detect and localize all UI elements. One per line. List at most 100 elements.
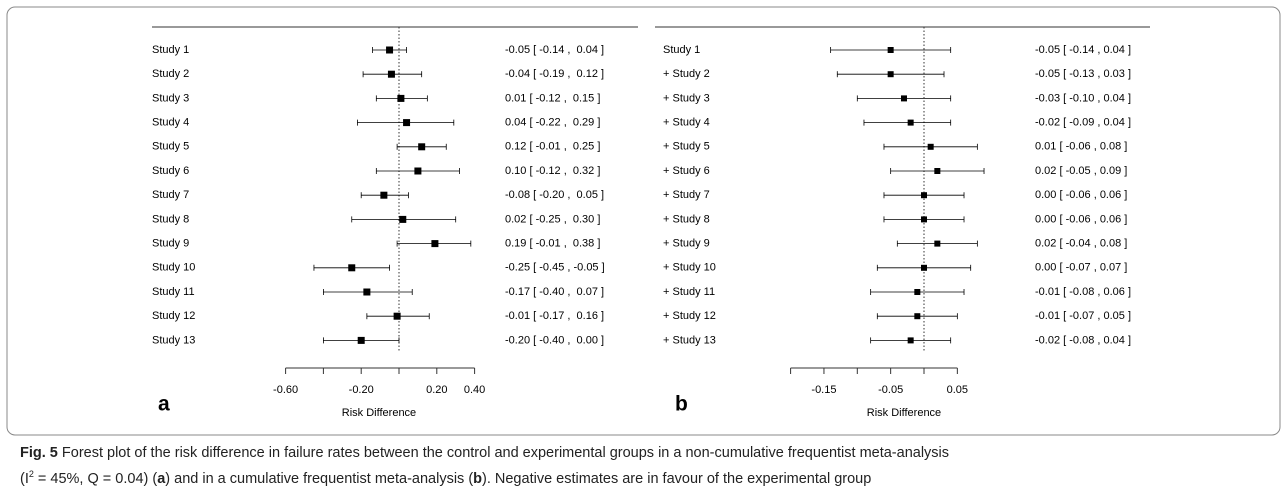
- figure: Study 1 -0.05 [ -0.14 , 0.04 ] Study 2 -0.0…: [6, 6, 1281, 436]
- estimate-marker: [348, 264, 356, 272]
- estimate-marker: [887, 71, 894, 78]
- estimate-label: 0.12 [ -0.01 , 0.25 ]: [505, 141, 600, 153]
- estimate-label: 0.00 [ -0.07 , 0.07 ]: [1035, 262, 1127, 274]
- caption-text: Fig. 5: [20, 445, 58, 461]
- panel-label: b: [675, 393, 688, 416]
- estimate-label: 0.01 [ -0.12 , 0.15 ]: [505, 92, 600, 104]
- study-label: + Study 8: [663, 213, 710, 225]
- study-label: Study 10: [152, 262, 195, 274]
- caption-line: Fig. 5 Forest plot of the risk differenc…: [20, 443, 1280, 464]
- estimate-marker: [397, 94, 405, 102]
- estimate-marker: [386, 46, 394, 54]
- estimate-label: -0.05 [ -0.14 , 0.04 ]: [505, 44, 604, 56]
- x-tick-label: -0.60: [273, 384, 298, 396]
- estimate-label: -0.17 [ -0.40 , 0.07 ]: [505, 286, 604, 298]
- estimate-marker: [414, 167, 422, 175]
- panel-label: a: [158, 393, 170, 416]
- study-label: + Study 3: [663, 92, 710, 104]
- estimate-marker: [934, 240, 941, 247]
- study-label: Study 11: [152, 286, 195, 298]
- x-tick-label: 0.05: [947, 384, 968, 396]
- estimate-marker: [403, 119, 411, 127]
- estimate-label: 0.02 [ -0.04 , 0.08 ]: [1035, 238, 1127, 250]
- estimate-marker: [399, 215, 407, 223]
- caption: Fig. 5 Forest plot of the risk differenc…: [20, 443, 1280, 490]
- caption-text: Forest plot of the risk difference in fa…: [57, 445, 950, 461]
- x-tick-label: -0.15: [811, 384, 836, 396]
- estimate-label: -0.03 [ -0.10 , 0.04 ]: [1035, 92, 1131, 104]
- study-label: Study 5: [152, 141, 189, 153]
- estimate-marker: [914, 313, 921, 320]
- estimate-label: 0.04 [ -0.22 , 0.29 ]: [505, 117, 600, 129]
- caption-text: ). Negative estimates are in favour of t…: [482, 470, 872, 487]
- study-label: Study 3: [152, 92, 189, 104]
- estimate-label: 0.19 [ -0.01 , 0.38 ]: [505, 238, 600, 250]
- estimate-label: -0.25 [ -0.45 , -0.05 ]: [505, 262, 605, 274]
- estimate-marker: [900, 95, 907, 102]
- caption-text: b: [473, 470, 483, 487]
- estimate-label: -0.01 [ -0.08 , 0.06 ]: [1035, 286, 1131, 298]
- study-label: Study 4: [152, 117, 189, 129]
- estimate-marker: [921, 192, 927, 199]
- study-label: + Study 9: [663, 238, 710, 250]
- estimate-label: 0.10 [ -0.12 , 0.32 ]: [505, 165, 600, 177]
- study-label: + Study 5: [663, 141, 710, 153]
- estimate-marker: [927, 143, 934, 150]
- study-label: + Study 4: [663, 117, 710, 129]
- estimate-label: -0.05 [ -0.14 , 0.04 ]: [1035, 44, 1131, 56]
- caption-line: (I2 = 45%, Q = 0.04) (a) and in a cumula…: [20, 464, 1280, 490]
- estimate-label: 0.01 [ -0.06 , 0.08 ]: [1035, 141, 1127, 153]
- study-label: + Study 7: [663, 189, 710, 201]
- x-tick-label: -0.05: [878, 384, 903, 396]
- estimate-marker: [907, 337, 914, 344]
- estimate-marker: [380, 191, 388, 199]
- estimate-marker: [387, 70, 395, 78]
- x-tick-label: -0.20: [349, 384, 374, 396]
- estimate-label: -0.02 [ -0.09 , 0.04 ]: [1035, 117, 1131, 129]
- estimate-marker: [393, 312, 401, 320]
- study-label: Study 1: [152, 44, 189, 56]
- study-label: + Study 6: [663, 165, 710, 177]
- estimate-marker: [921, 216, 927, 223]
- estimate-marker: [363, 288, 371, 296]
- x-axis-label: Risk Difference: [342, 407, 416, 419]
- study-label: + Study 11: [663, 286, 715, 298]
- caption-text: = 45%, Q = 0.04) (: [33, 470, 158, 487]
- estimate-label: -0.01 [ -0.07 , 0.05 ]: [1035, 310, 1131, 322]
- study-label: + Study 12: [663, 310, 716, 322]
- study-label: + Study 10: [663, 262, 716, 274]
- estimate-label: -0.05 [ -0.13 , 0.03 ]: [1035, 68, 1131, 80]
- study-label: Study 1: [663, 44, 700, 56]
- estimate-label: 0.02 [ -0.05 , 0.09 ]: [1035, 165, 1127, 177]
- estimate-label: -0.08 [ -0.20 , 0.05 ]: [505, 189, 604, 201]
- figure-border: [6, 6, 1281, 436]
- study-label: + Study 13: [663, 334, 716, 346]
- estimate-marker: [887, 47, 894, 53]
- estimate-label: 0.02 [ -0.25 , 0.30 ]: [505, 213, 600, 225]
- study-label: Study 12: [152, 310, 195, 322]
- caption-text: 2: [28, 469, 34, 479]
- caption-text: (I: [20, 470, 29, 487]
- estimate-label: -0.01 [ -0.17 , 0.16 ]: [505, 310, 604, 322]
- estimate-marker: [914, 289, 921, 295]
- estimate-label: 0.00 [ -0.06 , 0.06 ]: [1035, 189, 1127, 201]
- x-tick-label: 0.20: [426, 384, 447, 396]
- study-label: Study 7: [152, 189, 189, 201]
- x-tick-label: 0.40: [464, 384, 485, 396]
- study-label: Study 13: [152, 334, 195, 346]
- x-axis-label: Risk Difference: [867, 407, 941, 419]
- estimate-marker: [357, 336, 365, 344]
- study-label: Study 8: [152, 213, 189, 225]
- caption-text: a: [157, 470, 166, 487]
- study-label: Study 9: [152, 238, 189, 250]
- estimate-marker: [431, 240, 439, 248]
- estimate-label: 0.00 [ -0.06 , 0.06 ]: [1035, 213, 1127, 225]
- estimate-label: -0.02 [ -0.08 , 0.04 ]: [1035, 334, 1131, 346]
- estimate-marker: [418, 143, 426, 151]
- caption-text: ) and in a cumulative frequentist meta-a…: [165, 470, 474, 487]
- study-label: Study 6: [152, 165, 189, 177]
- study-label: Study 2: [152, 68, 189, 80]
- estimate-marker: [921, 264, 927, 271]
- estimate-label: -0.04 [ -0.19 , 0.12 ]: [505, 68, 604, 80]
